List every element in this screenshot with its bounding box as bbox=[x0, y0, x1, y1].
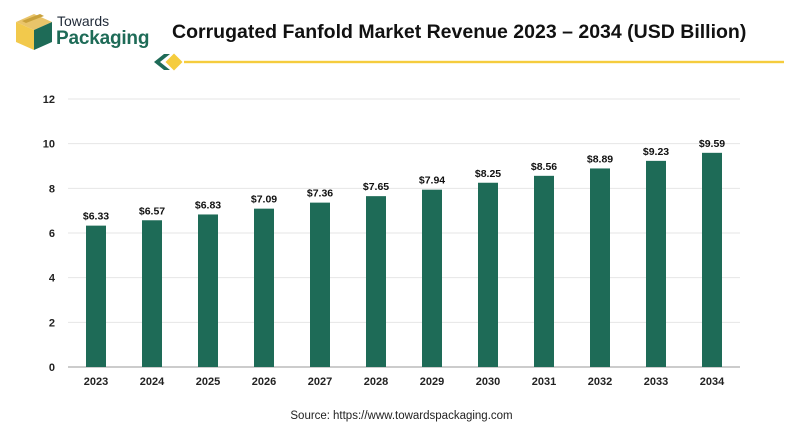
bar[interactable] bbox=[310, 202, 330, 367]
bar[interactable] bbox=[478, 182, 498, 367]
x-tick-label: 2032 bbox=[588, 376, 612, 388]
bar-value-label: $6.57 bbox=[139, 205, 165, 217]
x-tick-label: 2024 bbox=[140, 376, 165, 388]
y-tick-label: 4 bbox=[49, 273, 56, 285]
y-tick-label: 12 bbox=[43, 94, 55, 106]
x-tick-label: 2026 bbox=[252, 376, 276, 388]
y-axis-ticks: 0 2 4 6 8 10 12 bbox=[43, 94, 56, 374]
rule-line bbox=[184, 60, 784, 64]
bar-value-label: $9.59 bbox=[699, 138, 725, 150]
brand-line-1: Towards bbox=[57, 13, 110, 29]
bar-value-label: $7.36 bbox=[307, 188, 333, 200]
bar-value-label: $6.33 bbox=[83, 211, 109, 223]
box-logo-icon bbox=[16, 14, 52, 50]
x-tick-label: 2030 bbox=[476, 376, 500, 388]
data-labels: $6.33 $6.57 $6.83 $7.09 $7.36 $7.65 $7.94 $8.25… bbox=[83, 138, 725, 223]
bar[interactable] bbox=[422, 189, 442, 367]
chart-title: Corrugated Fanfold Market Revenue 2023 –… bbox=[172, 21, 747, 43]
bar[interactable] bbox=[198, 214, 218, 367]
y-tick-label: 2 bbox=[49, 317, 55, 329]
source-label: Source: bbox=[290, 410, 331, 422]
bar[interactable] bbox=[254, 208, 274, 367]
x-tick-label: 2031 bbox=[532, 376, 556, 388]
x-axis-ticks: 2023 2024 2025 2026 2027 2028 2029 2030 2031 2032… bbox=[84, 376, 725, 388]
y-tick-label: 8 bbox=[49, 183, 55, 195]
bar-value-label: $8.56 bbox=[531, 161, 557, 173]
y-tick-label: 10 bbox=[43, 139, 55, 151]
header: Towards Packaging Corrugated Fanfold Mar… bbox=[0, 0, 800, 80]
bar-value-label: $8.89 bbox=[587, 153, 613, 165]
bar[interactable] bbox=[590, 168, 610, 367]
bar[interactable] bbox=[142, 220, 162, 367]
bar-value-label: $7.09 bbox=[251, 194, 277, 206]
brand-line-2: Packaging bbox=[56, 28, 150, 49]
bar[interactable] bbox=[702, 152, 722, 367]
bars bbox=[86, 152, 722, 367]
title-rule bbox=[154, 53, 784, 71]
x-tick-label: 2029 bbox=[420, 376, 444, 388]
x-tick-label: 2027 bbox=[308, 376, 332, 388]
rule-diamond-icon bbox=[165, 53, 183, 71]
bar-value-label: $8.25 bbox=[475, 168, 501, 180]
brand-logo[interactable]: Towards Packaging bbox=[14, 12, 154, 52]
x-tick-label: 2028 bbox=[364, 376, 388, 388]
y-tick-label: 0 bbox=[49, 362, 55, 374]
bar[interactable] bbox=[366, 196, 386, 367]
rule-chevron-icon bbox=[154, 54, 170, 70]
bar-chart: 0 2 4 6 8 10 12 $6.33 $6.57 $6.83 $7.09 $7.36 $7.65… bbox=[43, 94, 740, 388]
bar-value-label: $6.83 bbox=[195, 199, 221, 211]
bar-value-label: $9.23 bbox=[643, 146, 669, 158]
bar[interactable] bbox=[86, 225, 106, 367]
bar[interactable] bbox=[534, 175, 554, 367]
x-tick-label: 2034 bbox=[700, 376, 725, 388]
bar-value-label: $7.65 bbox=[363, 181, 389, 193]
source-url[interactable]: https://www.towardspackaging.com bbox=[333, 410, 513, 422]
x-tick-label: 2023 bbox=[84, 376, 108, 388]
y-tick-label: 6 bbox=[49, 228, 55, 240]
bar[interactable] bbox=[646, 160, 666, 367]
source-note: Source: https://www.towardspackaging.com bbox=[0, 410, 800, 422]
bar-value-label: $7.94 bbox=[419, 175, 445, 187]
x-tick-label: 2025 bbox=[196, 376, 220, 388]
x-tick-label: 2033 bbox=[644, 376, 668, 388]
grid-lines bbox=[68, 98, 740, 368]
